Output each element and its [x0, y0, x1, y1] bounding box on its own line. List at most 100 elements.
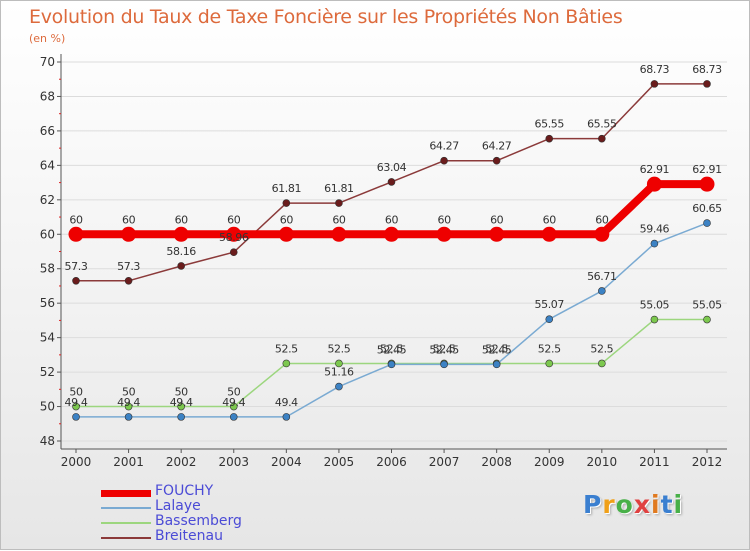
data-point-breitenau	[177, 262, 185, 270]
data-label-breitenau: 57.3	[65, 260, 88, 273]
x-tick-label: 2004	[271, 455, 302, 469]
data-point-fouchy	[226, 226, 242, 242]
x-tick-label: 2008	[481, 455, 512, 469]
x-tick-label: 2012	[692, 455, 723, 469]
data-label-breitenau: 64.27	[429, 140, 459, 153]
y-tick-label: 58	[40, 262, 55, 276]
y-tick-label: 52	[40, 365, 55, 379]
data-point-bassemberg	[282, 359, 291, 368]
data-label-breitenau: 68.73	[692, 63, 722, 76]
legend-item-breitenau: Breitenau	[101, 528, 301, 546]
legend-label: Bassemberg	[155, 513, 242, 529]
data-point-bassemberg	[545, 359, 554, 368]
data-point-breitenau	[229, 248, 238, 256]
data-label-fouchy: 62.91	[692, 163, 722, 176]
data-point-fouchy	[489, 226, 505, 242]
data-point-lalaye	[703, 219, 711, 227]
x-tick-label: 2001	[113, 455, 144, 469]
proxiti-logo: Proxiti	[583, 490, 683, 519]
data-point-bassemberg	[72, 402, 80, 411]
data-label-bassemberg: 52.5	[485, 342, 508, 355]
data-label-bassemberg: 50	[175, 386, 189, 399]
data-label-lalaye: 49.4	[117, 396, 140, 409]
data-label-bassemberg: 52.5	[590, 342, 613, 355]
data-point-breitenau	[124, 276, 133, 285]
data-label-bassemberg: 50	[69, 386, 83, 399]
data-label-bassemberg: 52.5	[433, 342, 456, 355]
y-tick-label: 48	[40, 434, 55, 448]
y-tick-label: 50	[40, 400, 55, 414]
y-tick-label: 66	[40, 124, 55, 138]
data-label-breitenau: 58.16	[166, 245, 196, 258]
y-tick-label: 64	[40, 158, 55, 172]
x-tick-label: 2011	[639, 455, 670, 469]
legend-item-lalaye: Lalaye	[101, 498, 301, 516]
data-label-lalaye: 60.65	[692, 202, 722, 215]
x-tick-label: 2000	[61, 455, 92, 469]
data-point-fouchy	[646, 176, 662, 192]
data-label-lalaye: 52.45	[377, 343, 407, 356]
series-line-fouchy	[72, 180, 711, 239]
data-point-bassemberg	[703, 315, 711, 324]
data-point-fouchy	[594, 226, 610, 242]
data-label-lalaye: 51.16	[324, 366, 354, 379]
x-tick-label: 2005	[324, 455, 355, 469]
data-label-fouchy: 60	[490, 213, 504, 226]
data-point-lalaye	[335, 382, 343, 391]
data-point-breitenau	[282, 199, 291, 207]
legend-label: Lalaye	[155, 498, 201, 514]
brand-letter: P	[583, 490, 603, 519]
x-tick-label: 2002	[166, 455, 197, 469]
data-label-breitenau: 57.3	[117, 260, 140, 273]
x-tick-label: 2009	[534, 455, 565, 469]
legend-item-bassemberg: Bassemberg	[101, 513, 301, 531]
data-point-fouchy	[173, 226, 189, 242]
y-tick-label: 70	[40, 55, 55, 69]
data-label-bassemberg: 55.05	[692, 299, 722, 312]
data-point-fouchy	[384, 226, 399, 242]
brand-letter: i	[651, 490, 661, 519]
data-label-lalaye: 55.07	[535, 298, 565, 311]
data-point-lalaye	[545, 315, 554, 324]
y-tick-label: 60	[40, 227, 55, 241]
data-label-breitenau: 68.73	[640, 63, 670, 76]
data-label-breitenau: 61.81	[324, 182, 354, 195]
data-point-breitenau	[598, 134, 606, 143]
data-point-breitenau	[703, 80, 711, 88]
data-point-lalaye	[229, 413, 238, 421]
data-label-lalaye: 56.71	[587, 270, 617, 283]
data-label-fouchy: 60	[69, 213, 83, 226]
data-label-fouchy: 60	[175, 213, 189, 226]
data-label-fouchy: 60	[385, 213, 399, 226]
data-point-lalaye	[598, 287, 606, 295]
data-label-fouchy: 60	[280, 213, 294, 226]
legend-swatch	[101, 507, 151, 509]
data-point-fouchy	[436, 226, 452, 242]
data-point-lalaye	[282, 413, 291, 421]
data-point-bassemberg	[335, 359, 343, 368]
x-tick-label: 2007	[429, 455, 460, 469]
x-tick-label: 2006	[376, 455, 407, 469]
data-label-fouchy: 60	[437, 213, 451, 226]
legend-swatch	[101, 489, 151, 497]
brand-letter: t	[660, 490, 674, 519]
data-label-fouchy: 60	[543, 213, 557, 226]
legend-item-fouchy: FOUCHY	[101, 483, 301, 501]
data-label-bassemberg: 52.5	[538, 342, 561, 355]
y-tick-label: 56	[40, 296, 55, 310]
brand-letter: i	[673, 490, 684, 519]
data-point-breitenau	[72, 276, 80, 285]
data-label-bassemberg: 52.5	[380, 342, 403, 355]
y-tick-label: 68	[40, 89, 55, 103]
legend-swatch	[101, 537, 151, 539]
data-point-lalaye	[124, 413, 133, 421]
data-label-breitenau: 63.04	[377, 161, 407, 174]
data-point-breitenau	[492, 156, 501, 165]
data-point-breitenau	[650, 80, 659, 88]
data-label-bassemberg: 50	[122, 386, 136, 399]
chart-title: Evolution du Taux de Taxe Foncière sur l…	[29, 6, 623, 28]
data-point-breitenau	[545, 134, 554, 143]
y-tick-label: 54	[40, 331, 55, 345]
data-point-lalaye	[440, 360, 448, 369]
